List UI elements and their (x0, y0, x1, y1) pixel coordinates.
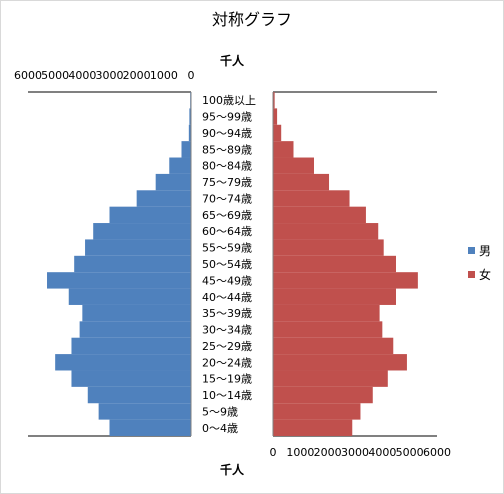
left-tick-label: 0 (188, 69, 195, 82)
bar-female (273, 386, 373, 404)
right-tick-label: 0 (270, 446, 277, 459)
category-label: 30～34歳 (202, 324, 252, 337)
bar-female (273, 419, 353, 436)
category-label: 0～4歳 (202, 422, 238, 435)
category-label: 10～14歳 (202, 389, 252, 402)
bar-female (273, 206, 366, 224)
bar-male (169, 157, 191, 174)
bar-female (273, 272, 418, 289)
right-tick-label: 3000 (341, 446, 369, 459)
right-tick-label: 5000 (396, 446, 424, 459)
bar-female (273, 321, 383, 338)
category-label: 25～29歳 (202, 340, 252, 353)
bar-female (273, 403, 361, 420)
category-label: 80～84歳 (202, 160, 252, 173)
bar-female (273, 239, 384, 256)
bar-male (71, 337, 191, 355)
bar-female (273, 370, 388, 387)
category-label: 50～54歳 (202, 258, 252, 271)
category-label: 35～39歳 (202, 307, 252, 320)
legend-swatch-female (468, 271, 475, 278)
bar-male (85, 239, 191, 256)
right-tick-label: 6000 (423, 446, 451, 459)
category-label: 55～59歳 (202, 242, 252, 255)
category-label: 5～9歳 (202, 405, 238, 418)
bar-female (273, 304, 380, 322)
right-tick-label: 1000 (286, 446, 314, 459)
category-label: 95～99歳 (202, 111, 252, 124)
bar-male (189, 108, 191, 125)
category-label: 100歳以上 (202, 94, 256, 107)
bar-male (55, 354, 191, 371)
bar-female (273, 354, 407, 371)
legend-label-male: 男 (479, 244, 491, 258)
left-tick-label: 5000 (41, 69, 69, 82)
bar-male (68, 288, 191, 305)
category-label: 40～44歳 (202, 291, 252, 304)
bar-female (273, 255, 396, 273)
bar-female (273, 92, 275, 109)
bar-male (93, 223, 191, 240)
bar-female (273, 223, 379, 240)
bar-female (273, 190, 350, 207)
left-tick-label: 4000 (68, 69, 96, 82)
bar-female (273, 141, 294, 158)
bar-male (74, 255, 191, 273)
unit-label-bottom: 千人 (220, 462, 245, 477)
bar-female (273, 337, 394, 355)
bar-male (109, 419, 191, 436)
bar-male (82, 304, 191, 322)
category-label: 15～19歳 (202, 373, 252, 386)
bar-male (71, 370, 191, 387)
bar-female (273, 157, 314, 174)
left-tick-label: 3000 (96, 69, 124, 82)
category-label: 90～94歳 (202, 127, 252, 140)
bar-male (136, 190, 191, 207)
bar-male (188, 124, 191, 142)
right-tick-label: 4000 (368, 446, 396, 459)
category-label: 70～74歳 (202, 192, 252, 205)
category-label: 65～69歳 (202, 209, 252, 222)
category-label: 60～64歳 (202, 225, 252, 238)
bar-female (273, 173, 330, 191)
legend-swatch-male (468, 247, 475, 254)
bar-male (79, 321, 191, 338)
bar-male (98, 403, 191, 420)
bar-male (109, 206, 191, 224)
unit-label-top: 千人 (220, 53, 245, 68)
bar-female (273, 108, 278, 125)
bar-female (273, 288, 396, 305)
bar-male (181, 141, 191, 158)
chart-title: 対称グラフ (212, 10, 292, 29)
left-tick-label: 2000 (123, 69, 151, 82)
left-tick-label: 1000 (150, 69, 178, 82)
category-label: 85～89歳 (202, 143, 252, 156)
legend-label-female: 女 (479, 267, 491, 282)
bar-male (87, 386, 191, 404)
category-label: 75～79歳 (202, 176, 252, 189)
left-tick-label: 6000 (14, 69, 42, 82)
bar-male (47, 272, 192, 289)
right-tick-label: 2000 (314, 446, 342, 459)
bar-male (155, 173, 191, 191)
bar-female (273, 124, 282, 142)
category-label: 45～49歳 (202, 274, 252, 287)
category-label: 20～24歳 (202, 356, 252, 369)
